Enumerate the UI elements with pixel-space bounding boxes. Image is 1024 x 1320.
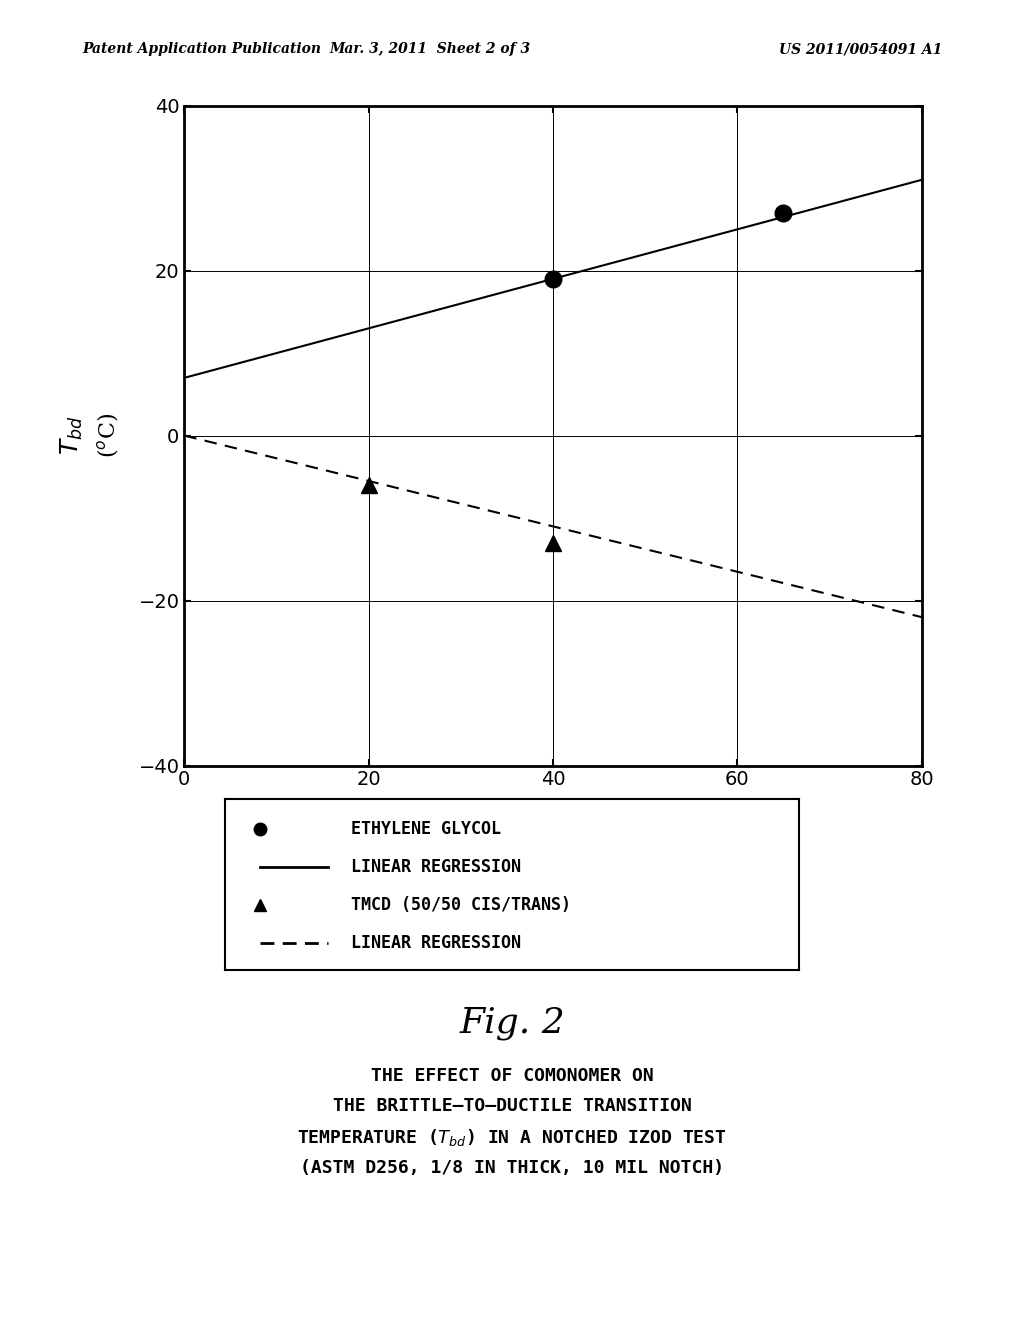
Text: Fig. 2: Fig. 2 <box>459 1006 565 1040</box>
Text: (ASTM D256, 1/8 IN THICK, 10 MIL NOTCH): (ASTM D256, 1/8 IN THICK, 10 MIL NOTCH) <box>300 1159 724 1177</box>
Text: TEMPERATURE ($T_{bd}$) IN A NOTCHED IZOD TEST: TEMPERATURE ($T_{bd}$) IN A NOTCHED IZOD… <box>297 1127 727 1148</box>
Text: TMCD (50/50 CIS/TRANS): TMCD (50/50 CIS/TRANS) <box>351 896 571 913</box>
X-axis label: MOL%  COMONOMER: MOL% COMONOMER <box>422 804 684 824</box>
Text: Patent Application Publication: Patent Application Publication <box>82 42 321 57</box>
Text: LINEAR REGRESSION: LINEAR REGRESSION <box>351 858 521 876</box>
Text: US 2011/0054091 A1: US 2011/0054091 A1 <box>779 42 942 57</box>
Text: Mar. 3, 2011  Sheet 2 of 3: Mar. 3, 2011 Sheet 2 of 3 <box>330 42 530 57</box>
Text: ($^o$C): ($^o$C) <box>95 413 120 458</box>
Text: THE EFFECT OF COMONOMER ON: THE EFFECT OF COMONOMER ON <box>371 1067 653 1085</box>
Text: THE BRITTLE–TO–DUCTILE TRANSITION: THE BRITTLE–TO–DUCTILE TRANSITION <box>333 1097 691 1115</box>
Text: LINEAR REGRESSION: LINEAR REGRESSION <box>351 933 521 952</box>
Text: $T_{bd}$: $T_{bd}$ <box>58 416 85 455</box>
Text: ETHYLENE GLYCOL: ETHYLENE GLYCOL <box>351 821 502 838</box>
